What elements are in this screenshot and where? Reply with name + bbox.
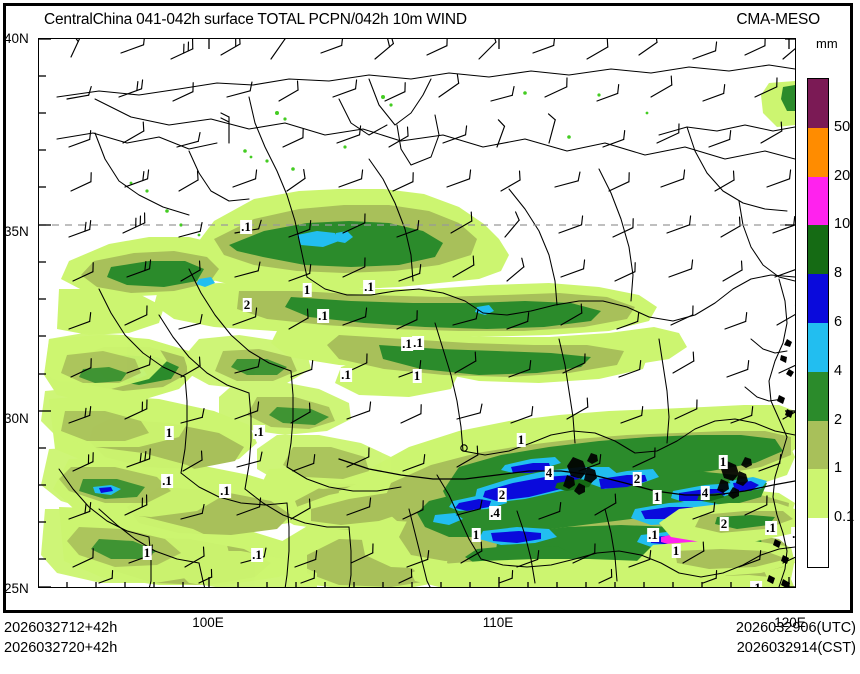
colorbar-segment-1 [808,127,828,177]
colorbar-unit-label: mm [816,36,838,51]
footer-valid-cst: 2026032914(CST) [736,640,856,656]
contour-value-label: 2 [632,471,642,486]
map-plot[interactable]: .1 1 2.1.1.1.1 1.1 1.1.1.1 1.1 1 4 2.4 1 2 1.1 1 1 4 2.… [38,38,796,588]
colorbar-tick-4: 4 [834,362,843,379]
footer-init-cst: 2026032720+42h [4,640,118,656]
contour-value-label: .4 [489,505,501,520]
map-svg [39,39,795,587]
colorbar-segment-8 [808,469,828,519]
contour-value-label: .1 [219,483,231,498]
model-label: CMA-MESO [736,11,820,28]
colorbar-segment-0 [808,79,828,128]
colorbar-segment-6 [808,371,828,421]
footer: 2026032712+42h 2026032720+42h 2026032906… [0,616,860,674]
contour-value-label: .1 [791,527,795,541]
contour-value-label: 1 [412,368,422,383]
y-tick-25N: 25N [4,581,29,596]
contour-value-label: .1 [401,336,413,351]
map-canvas: .1 1 2.1.1.1.1 1.1 1.1.1.1 1.1 1 4 2.4 1 2 1.1 1 1 4 2.… [39,39,795,587]
colorbar-tick-1: 1 [834,460,843,477]
contour-value-label: 1 [471,527,481,542]
contour-value-label: 4 [700,485,710,500]
contour-value-label: .1 [251,547,263,562]
contour-value-label: 1 [516,432,526,447]
x-tick-100E: 100E [192,615,224,630]
colorbar-tick-8: 8 [834,265,843,282]
colorbar-segment-9 [808,518,828,567]
colorbar-tick-50: 50 [834,118,851,135]
colorbar-tick-10: 10 [834,216,851,233]
colorbar-tick-20: 20 [834,167,851,184]
colorbar-tick-2: 2 [834,411,843,428]
colorbar-tick-0.1: 0.1 [834,509,855,526]
x-tick-110E: 110E [482,615,514,630]
colorbar-segment-3 [808,225,828,275]
contour-value-label: 2 [497,487,507,502]
contour-value-label: .1 [750,581,762,587]
page-title: CentralChina 041-042h surface TOTAL PCPN… [44,11,467,28]
colorbar-segment-5 [808,322,828,372]
contour-value-label: .1 [340,367,352,382]
contour-value-label: .1 [765,520,777,535]
contour-value-label: 1 [164,425,174,440]
colorbar-segment-7 [808,420,828,470]
x-tick-120E: 120E [774,615,806,630]
footer-valid-utc: 2026032906(UTC) [735,620,856,636]
contour-value-label: .1 [317,308,329,323]
colorbar-tick-6: 6 [834,314,843,330]
axis-ticks [39,39,795,587]
contour-value-label: .1 [161,473,173,488]
y-tick-30N: 30N [4,411,29,426]
y-tick-35N: 35N [4,224,29,239]
contour-value-label: 1 [671,543,681,558]
contour-value-label: 4 [544,465,554,480]
contour-value-label: .1 [647,527,659,542]
colorbar[interactable] [807,78,829,568]
header: CentralChina 041-042h surface TOTAL PCPN… [0,0,860,38]
contour-value-label: 1 [302,282,312,297]
colorbar-segment-2 [808,176,828,226]
contour-value-label: 2 [719,516,729,531]
contour-value-label: .1 [240,219,252,234]
y-tick-40N: 40N [4,31,29,46]
contour-value-label: 1 [652,489,662,504]
contour-value-label: 1 [142,545,152,560]
contour-value-label: 1 [718,454,728,469]
province-boundaries [56,64,795,587]
contour-value-label: .1 [363,279,375,294]
contour-value-label: 2 [242,297,252,312]
wind-barbs [66,39,795,584]
contour-value-label: .1 [253,424,265,439]
footer-init-utc: 2026032712+42h [4,620,118,636]
contour-value-label: .1 [412,335,424,350]
colorbar-segment-4 [808,274,828,323]
